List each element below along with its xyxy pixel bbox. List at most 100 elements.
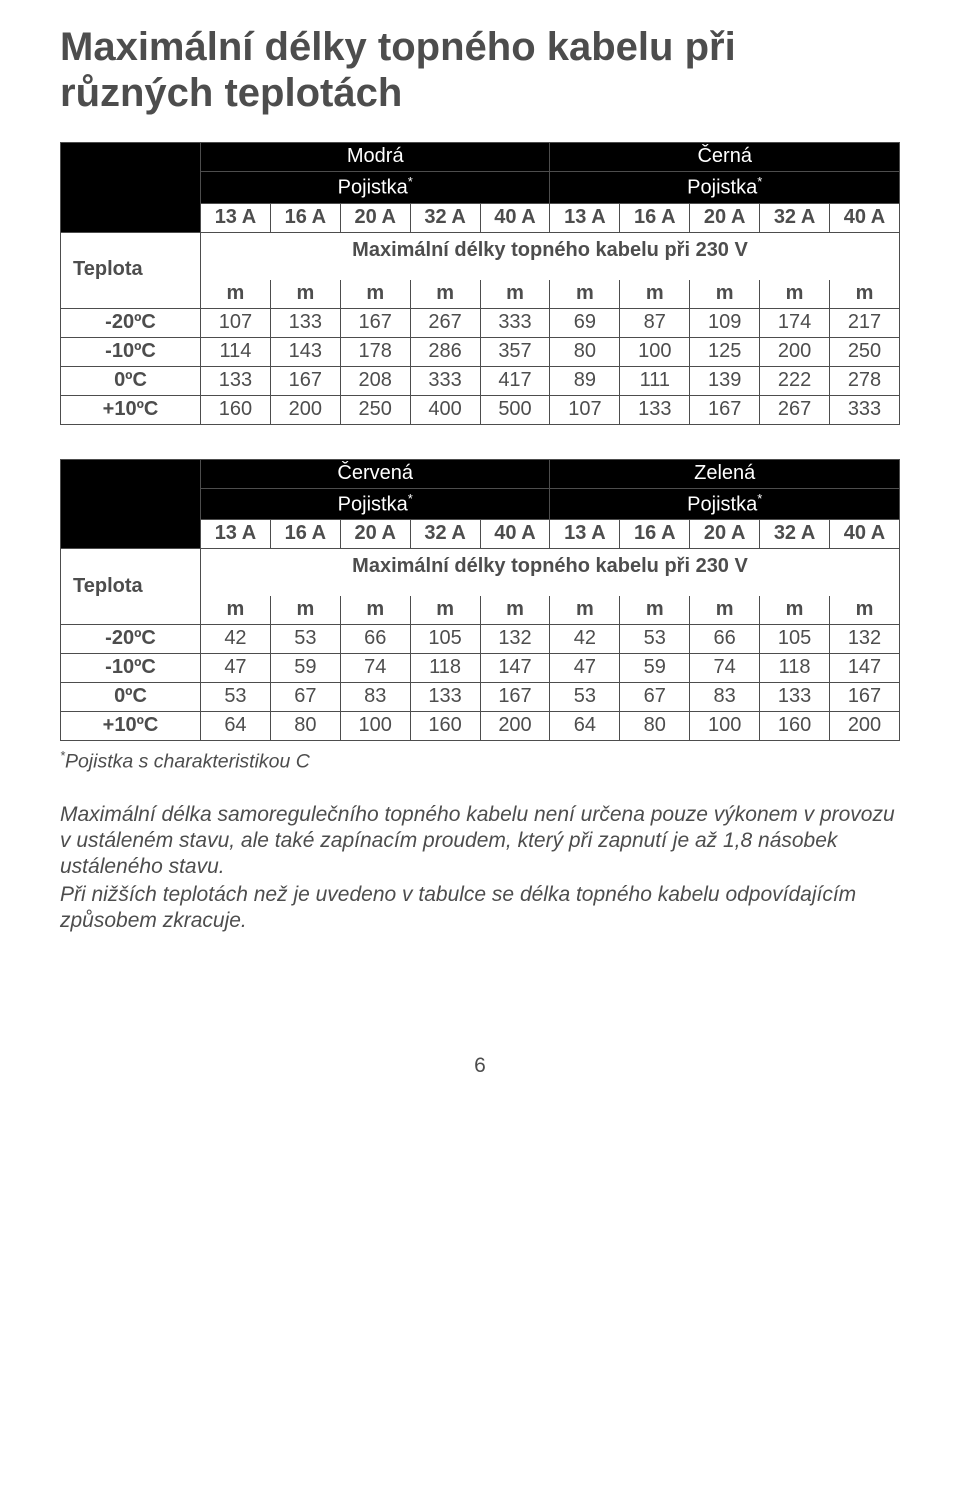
data-cell: 67 xyxy=(620,683,690,712)
data-cell: 400 xyxy=(410,395,480,424)
data-cell: 139 xyxy=(690,366,760,395)
data-cell: 167 xyxy=(340,308,410,337)
data-cell: 80 xyxy=(620,712,690,741)
data-cell: 89 xyxy=(550,366,620,395)
data-row: +10ºC 64 80 100 160 200 64 80 100 160 20… xyxy=(61,712,900,741)
amp-col: 13 A xyxy=(550,520,620,549)
data-cell: 105 xyxy=(410,625,480,654)
data-cell: 133 xyxy=(201,366,271,395)
teplota-label: Teplota xyxy=(61,549,201,625)
pojistka-right: Pojistka* xyxy=(550,488,900,520)
data-cell: 167 xyxy=(690,395,760,424)
data-cell: 125 xyxy=(690,337,760,366)
data-cell: 53 xyxy=(201,683,271,712)
data-cell: 167 xyxy=(830,683,900,712)
amp-col: 16 A xyxy=(270,203,340,232)
group-right: Zelená xyxy=(550,459,900,488)
data-row: -20ºC 42 53 66 105 132 42 53 66 105 132 xyxy=(61,625,900,654)
corner-cell xyxy=(61,459,201,549)
data-cell: 132 xyxy=(480,625,550,654)
pojistka-left: Pojistka* xyxy=(201,172,550,204)
data-cell: 64 xyxy=(550,712,620,741)
data-cell: 53 xyxy=(620,625,690,654)
group-right: Černá xyxy=(550,143,900,172)
amp-col: 20 A xyxy=(340,520,410,549)
data-row: +10ºC 160 200 250 400 500 107 133 167 26… xyxy=(61,395,900,424)
data-cell: 217 xyxy=(830,308,900,337)
data-cell: 107 xyxy=(201,308,271,337)
unit: m xyxy=(690,280,760,309)
data-cell: 111 xyxy=(620,366,690,395)
data-cell: 286 xyxy=(410,337,480,366)
data-cell: 143 xyxy=(270,337,340,366)
data-cell: 100 xyxy=(690,712,760,741)
data-cell: 59 xyxy=(270,654,340,683)
row-label: -20ºC xyxy=(61,308,201,337)
data-cell: 53 xyxy=(270,625,340,654)
data-cell: 200 xyxy=(480,712,550,741)
paragraph-2: Při nižších teplotách než je uvedeno v t… xyxy=(60,882,900,934)
page-title: Maximální délky topného kabelu při různý… xyxy=(60,24,900,116)
unit: m xyxy=(410,596,480,625)
unit: m xyxy=(830,596,900,625)
amp-col: 40 A xyxy=(480,520,550,549)
row-label: 0ºC xyxy=(61,366,201,395)
unit: m xyxy=(201,280,271,309)
data-cell: 160 xyxy=(201,395,271,424)
data-cell: 200 xyxy=(270,395,340,424)
data-cell: 267 xyxy=(760,395,830,424)
data-cell: 267 xyxy=(410,308,480,337)
amp-col: 20 A xyxy=(690,520,760,549)
row-label: +10ºC xyxy=(61,712,201,741)
unit: m xyxy=(340,280,410,309)
unit: m xyxy=(550,280,620,309)
data-cell: 118 xyxy=(760,654,830,683)
amp-col: 13 A xyxy=(201,203,271,232)
unit: m xyxy=(550,596,620,625)
caption-row: Teplota Maximální délky topného kabelu p… xyxy=(61,549,900,597)
data-row: -10ºC 114 143 178 286 357 80 100 125 200… xyxy=(61,337,900,366)
table-2: Červená Zelená Pojistka* Pojistka* 13 A … xyxy=(60,459,900,742)
data-cell: 47 xyxy=(201,654,271,683)
teplota-label: Teplota xyxy=(61,232,201,308)
pojistka-right: Pojistka* xyxy=(550,172,900,204)
data-cell: 167 xyxy=(480,683,550,712)
data-cell: 66 xyxy=(340,625,410,654)
data-cell: 69 xyxy=(550,308,620,337)
data-row: -10ºC 47 59 74 118 147 47 59 74 118 147 xyxy=(61,654,900,683)
data-cell: 53 xyxy=(550,683,620,712)
data-cell: 87 xyxy=(620,308,690,337)
paragraph-1: Maximální délka samoregulečního topného … xyxy=(60,802,900,880)
unit: m xyxy=(340,596,410,625)
unit: m xyxy=(270,596,340,625)
data-row: -20ºC 107 133 167 267 333 69 87 109 174 … xyxy=(61,308,900,337)
data-cell: 100 xyxy=(620,337,690,366)
data-cell: 42 xyxy=(550,625,620,654)
data-cell: 500 xyxy=(480,395,550,424)
unit: m xyxy=(620,280,690,309)
amp-col: 32 A xyxy=(410,520,480,549)
group-left: Modrá xyxy=(201,143,550,172)
unit: m xyxy=(410,280,480,309)
data-cell: 417 xyxy=(480,366,550,395)
data-cell: 357 xyxy=(480,337,550,366)
caption-row: Teplota Maximální délky topného kabelu p… xyxy=(61,232,900,280)
data-cell: 74 xyxy=(690,654,760,683)
data-cell: 250 xyxy=(340,395,410,424)
amp-col: 40 A xyxy=(830,520,900,549)
data-cell: 167 xyxy=(270,366,340,395)
data-cell: 67 xyxy=(270,683,340,712)
data-cell: 42 xyxy=(201,625,271,654)
data-cell: 107 xyxy=(550,395,620,424)
data-cell: 133 xyxy=(270,308,340,337)
data-cell: 114 xyxy=(201,337,271,366)
data-row: 0ºC 53 67 83 133 167 53 67 83 133 167 xyxy=(61,683,900,712)
data-cell: 80 xyxy=(550,337,620,366)
data-cell: 278 xyxy=(830,366,900,395)
data-cell: 80 xyxy=(270,712,340,741)
data-row: 0ºC 133 167 208 333 417 89 111 139 222 2… xyxy=(61,366,900,395)
data-cell: 174 xyxy=(760,308,830,337)
amp-col: 20 A xyxy=(340,203,410,232)
amp-col: 40 A xyxy=(830,203,900,232)
data-cell: 250 xyxy=(830,337,900,366)
